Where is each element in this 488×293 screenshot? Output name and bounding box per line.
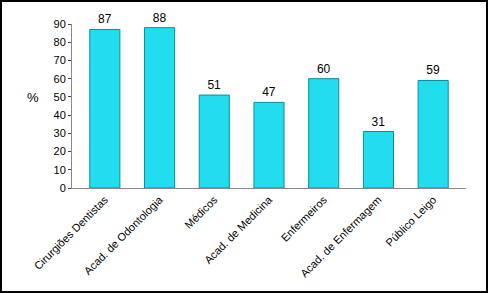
- svg-text:88: 88: [153, 11, 167, 25]
- svg-text:87: 87: [98, 12, 112, 26]
- svg-text:Acad. de Medicina: Acad. de Medicina: [202, 193, 275, 266]
- svg-text:%: %: [27, 90, 39, 105]
- svg-text:0: 0: [60, 182, 66, 194]
- svg-text:51: 51: [207, 78, 221, 92]
- svg-text:Acad. de Enfermagem: Acad. de Enfermagem: [298, 194, 384, 280]
- svg-text:Enfermeiros: Enfermeiros: [279, 193, 330, 244]
- svg-text:47: 47: [262, 85, 276, 99]
- svg-text:90: 90: [54, 18, 66, 30]
- svg-text:40: 40: [54, 109, 66, 121]
- svg-text:31: 31: [372, 115, 386, 129]
- svg-text:Médicos: Médicos: [182, 193, 220, 231]
- svg-text:70: 70: [54, 54, 66, 66]
- svg-text:50: 50: [54, 91, 66, 103]
- svg-text:60: 60: [54, 73, 66, 85]
- svg-text:Público Leigo: Público Leigo: [383, 194, 438, 249]
- svg-text:59: 59: [426, 63, 440, 77]
- svg-text:60: 60: [317, 62, 331, 76]
- svg-text:10: 10: [54, 164, 66, 176]
- svg-text:30: 30: [54, 127, 66, 139]
- svg-text:80: 80: [54, 36, 66, 48]
- svg-text:Cirurgiões Dentistas: Cirurgiões Dentistas: [32, 193, 111, 272]
- svg-text:Acad. de Odontologia: Acad. de Odontologia: [82, 193, 166, 277]
- svg-text:20: 20: [54, 145, 66, 157]
